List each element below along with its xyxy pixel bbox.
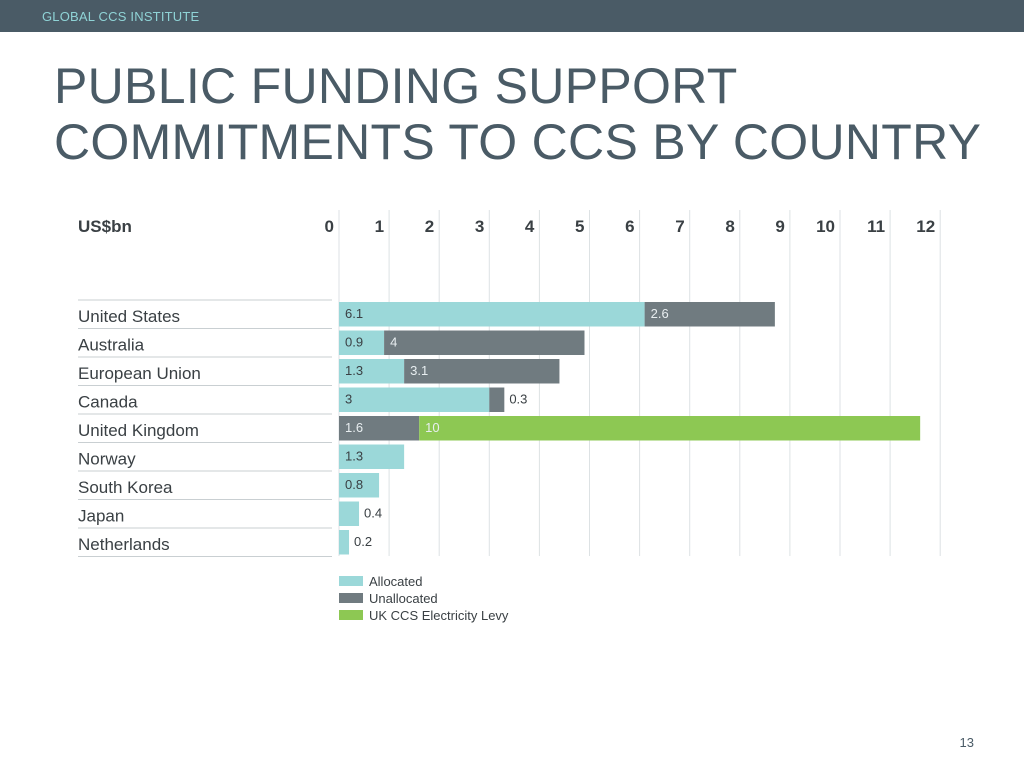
header-bar: GLOBAL CCS INSTITUTE [0,0,1024,32]
legend-swatch [339,593,363,603]
slide-title-line-1: PUBLIC FUNDING SUPPORT [54,58,738,114]
data-label: 1.3 [345,363,363,378]
category-label: Netherlands [78,535,170,554]
unit-label: US$bn [78,217,132,236]
org-name: GLOBAL CCS INSTITUTE [42,9,200,24]
bar-segment [339,302,645,327]
x-tick-label: 11 [867,217,885,236]
legend-label: UK CCS Electricity Levy [369,608,509,623]
x-tick-label: 3 [475,217,484,236]
data-label: 1.3 [345,449,363,464]
data-label: 2.6 [651,306,669,321]
x-tick-label: 8 [725,217,734,236]
x-tick-label: 6 [625,217,634,236]
category-label: Japan [78,507,124,526]
bar-segment [384,330,585,355]
category-label: United States [78,307,180,326]
data-label: 3 [345,392,352,407]
bar-segment [404,359,560,384]
slide-title-line-2: COMMITMENTS TO CCS BY COUNTRY [54,114,982,170]
legend-label: Allocated [369,574,422,589]
x-tick-label: 7 [675,217,684,236]
category-label: Norway [78,450,136,469]
legend-swatch [339,610,363,620]
data-label: 0.2 [354,534,372,549]
bar-segment [339,416,420,441]
bar-segment [644,302,775,327]
category-label: European Union [78,364,201,383]
category-label: Canada [78,393,138,412]
data-label: 0.9 [345,335,363,350]
data-label: 4 [390,335,397,350]
legend-label: Unallocated [369,591,438,606]
data-label: 6.1 [345,306,363,321]
page-number: 13 [959,735,974,750]
x-tick-label: 5 [575,217,584,236]
bar-segment [339,387,490,412]
data-label: 3.1 [410,363,428,378]
x-tick-label: 9 [775,217,784,236]
x-tick-label: 10 [816,217,835,236]
category-label: United Kingdom [78,421,199,440]
bar-segment [339,530,350,555]
x-tick-label: 12 [916,217,935,236]
data-label: 0.3 [509,392,527,407]
x-tick-label: 0 [325,217,334,236]
category-label: South Korea [78,478,173,497]
legend-swatch [339,576,363,586]
x-tick-label: 1 [375,217,384,236]
bar-segment [339,444,405,469]
bar-segment [339,330,385,355]
data-label: 1.6 [345,420,363,435]
data-label: 0.4 [364,506,382,521]
x-tick-label: 4 [525,217,535,236]
bar-segment [489,387,505,412]
bar-segment [339,359,405,384]
bar-segment [419,416,921,441]
data-label: 0.8 [345,477,363,492]
data-label: 10 [425,420,439,435]
category-label: Australia [78,336,145,355]
bar-segment [339,501,360,526]
x-tick-label: 2 [425,217,434,236]
bar-segment [339,473,380,498]
slide-title: PUBLIC FUNDING SUPPORT COMMITMENTS TO CC… [54,58,981,170]
